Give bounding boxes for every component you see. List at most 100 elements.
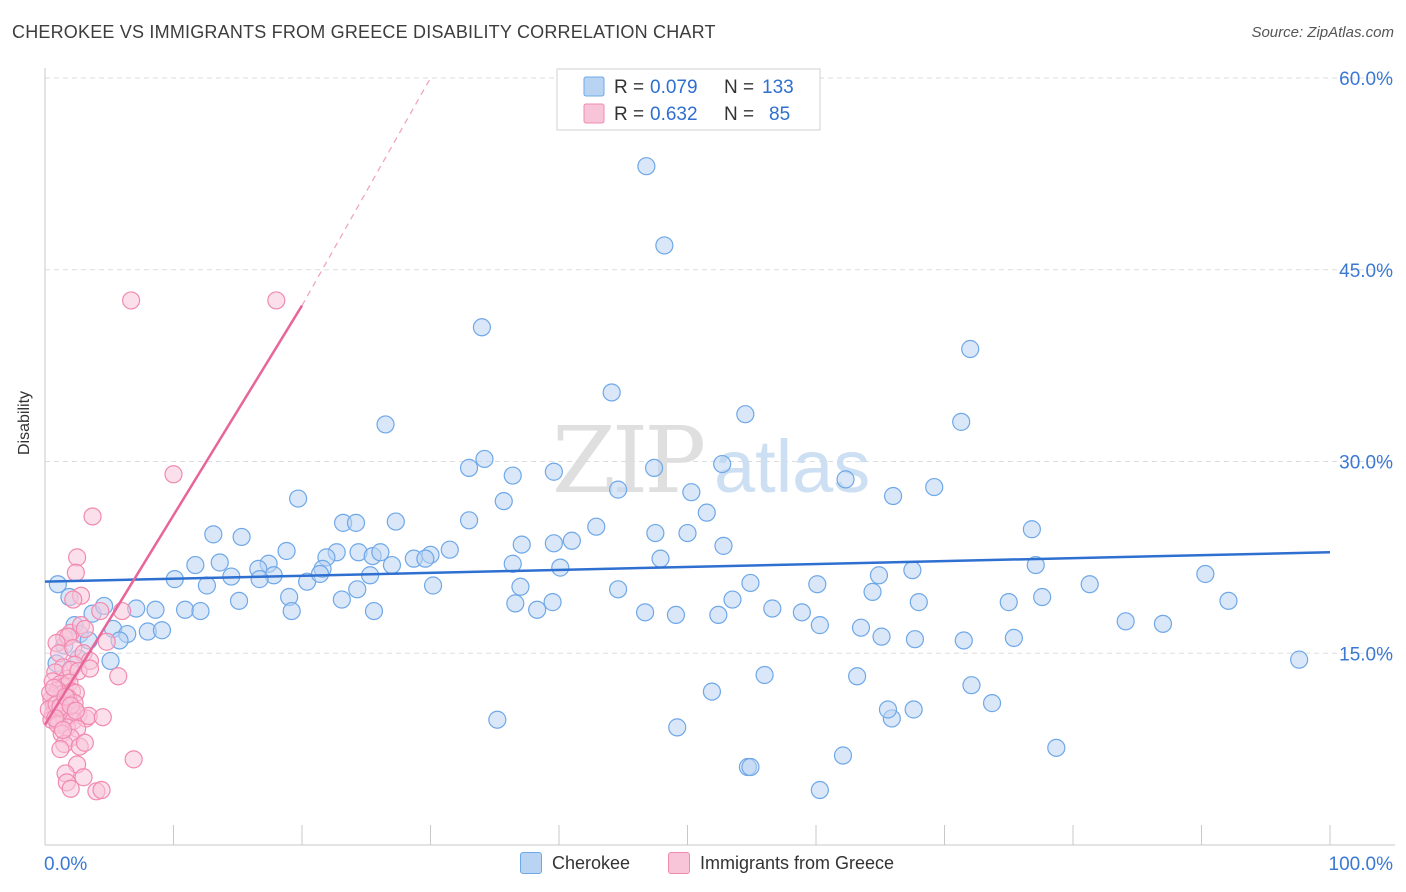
data-point	[440, 540, 459, 559]
legend-label-cherokee: Cherokee	[552, 852, 631, 873]
data-point	[1290, 650, 1309, 669]
data-point	[1116, 612, 1135, 631]
axes	[44, 68, 1395, 846]
legend-swatch-cherokee	[520, 852, 542, 874]
y-tick-label: 45.0%	[1339, 261, 1393, 282]
data-point	[332, 590, 351, 609]
data-point	[459, 458, 479, 477]
data-point	[810, 780, 829, 800]
data-point	[66, 563, 85, 582]
tick-labels: 15.0% 30.0% 45.0% 60.0% 0.0% 100.0%	[44, 69, 1393, 875]
x-tick-label-min: 0.0%	[44, 854, 87, 875]
legend-item-greece[interactable]: Immigrants from Greece	[668, 852, 894, 874]
data-point	[475, 449, 494, 469]
data-point	[999, 593, 1018, 612]
data-point	[232, 527, 251, 547]
data-point	[587, 517, 606, 536]
data-point	[364, 601, 384, 621]
data-point	[905, 630, 925, 649]
data-point	[723, 590, 742, 609]
data-point	[836, 470, 855, 489]
data-point	[833, 746, 853, 765]
data-point	[528, 600, 547, 619]
trend-line-cherokee	[44, 551, 1331, 583]
watermark-zip: ZIP	[552, 407, 703, 514]
data-point	[423, 576, 443, 595]
data-point	[655, 236, 674, 255]
data-point	[191, 601, 210, 621]
data-point	[1004, 628, 1023, 648]
data-point	[346, 513, 366, 532]
data-point	[741, 757, 760, 777]
stats-r-value-0: 0.079	[650, 77, 698, 98]
data-point	[459, 511, 479, 530]
data-point	[808, 575, 827, 594]
data-point	[1022, 520, 1041, 539]
data-point	[80, 659, 100, 678]
data-point	[204, 525, 223, 544]
data-point	[511, 577, 530, 596]
data-point	[682, 483, 701, 502]
stats-legend: R = 0.079 N = 133 R = 0.632 N = 85	[556, 68, 821, 131]
data-point	[709, 605, 728, 625]
stats-n-label-0: N =	[724, 77, 754, 98]
data-point	[152, 621, 172, 640]
data-point	[551, 558, 570, 577]
data-point	[93, 708, 112, 727]
data-point	[851, 618, 871, 637]
data-point	[51, 740, 70, 759]
data-point	[609, 480, 628, 499]
data-point	[124, 750, 143, 769]
stats-swatch-cherokee	[583, 76, 605, 97]
data-point	[97, 632, 116, 651]
data-point	[668, 718, 687, 737]
data-point	[386, 512, 405, 531]
x-tick-label-max: 100.0%	[1329, 854, 1394, 875]
data-point	[1047, 738, 1066, 757]
data-point	[175, 600, 195, 619]
data-point	[741, 573, 760, 593]
data-point	[61, 779, 80, 798]
data-point	[635, 603, 655, 622]
data-point	[48, 575, 67, 594]
data-point	[792, 603, 811, 622]
stats-n-label-1: N =	[724, 104, 754, 125]
data-point	[736, 405, 755, 424]
data-point	[1026, 555, 1045, 575]
data-point	[186, 555, 205, 575]
y-tick-label: 30.0%	[1339, 453, 1393, 474]
data-point	[210, 553, 229, 572]
data-point	[702, 682, 722, 701]
data-point	[66, 701, 85, 720]
data-point	[544, 534, 563, 553]
data-point	[109, 667, 128, 686]
data-point	[609, 580, 628, 599]
data-point	[506, 594, 525, 613]
trend-lines	[43, 77, 1331, 726]
data-point	[869, 566, 889, 585]
stats-n-value-0: 133	[762, 77, 794, 98]
data-point	[382, 555, 402, 575]
data-point	[282, 601, 301, 621]
y-tick-label: 15.0%	[1339, 644, 1393, 665]
data-point	[810, 616, 829, 635]
trend-line-greece	[43, 304, 304, 726]
data-point	[982, 694, 1002, 713]
data-point	[164, 465, 183, 484]
watermark-atlas: atlas	[714, 425, 870, 508]
data-point	[53, 720, 73, 740]
data-point	[503, 466, 522, 485]
data-point	[961, 339, 980, 359]
data-point	[602, 383, 621, 402]
data-point	[666, 605, 686, 625]
data-point	[64, 590, 83, 609]
data-point	[229, 591, 249, 610]
stats-r-value-1: 0.632	[650, 104, 698, 125]
data-point	[488, 710, 507, 729]
data-point	[909, 593, 928, 612]
data-point	[1196, 564, 1215, 584]
data-point	[1153, 614, 1173, 633]
stats-swatch-greece	[583, 103, 605, 124]
legend-item-cherokee[interactable]: Cherokee	[520, 852, 630, 874]
